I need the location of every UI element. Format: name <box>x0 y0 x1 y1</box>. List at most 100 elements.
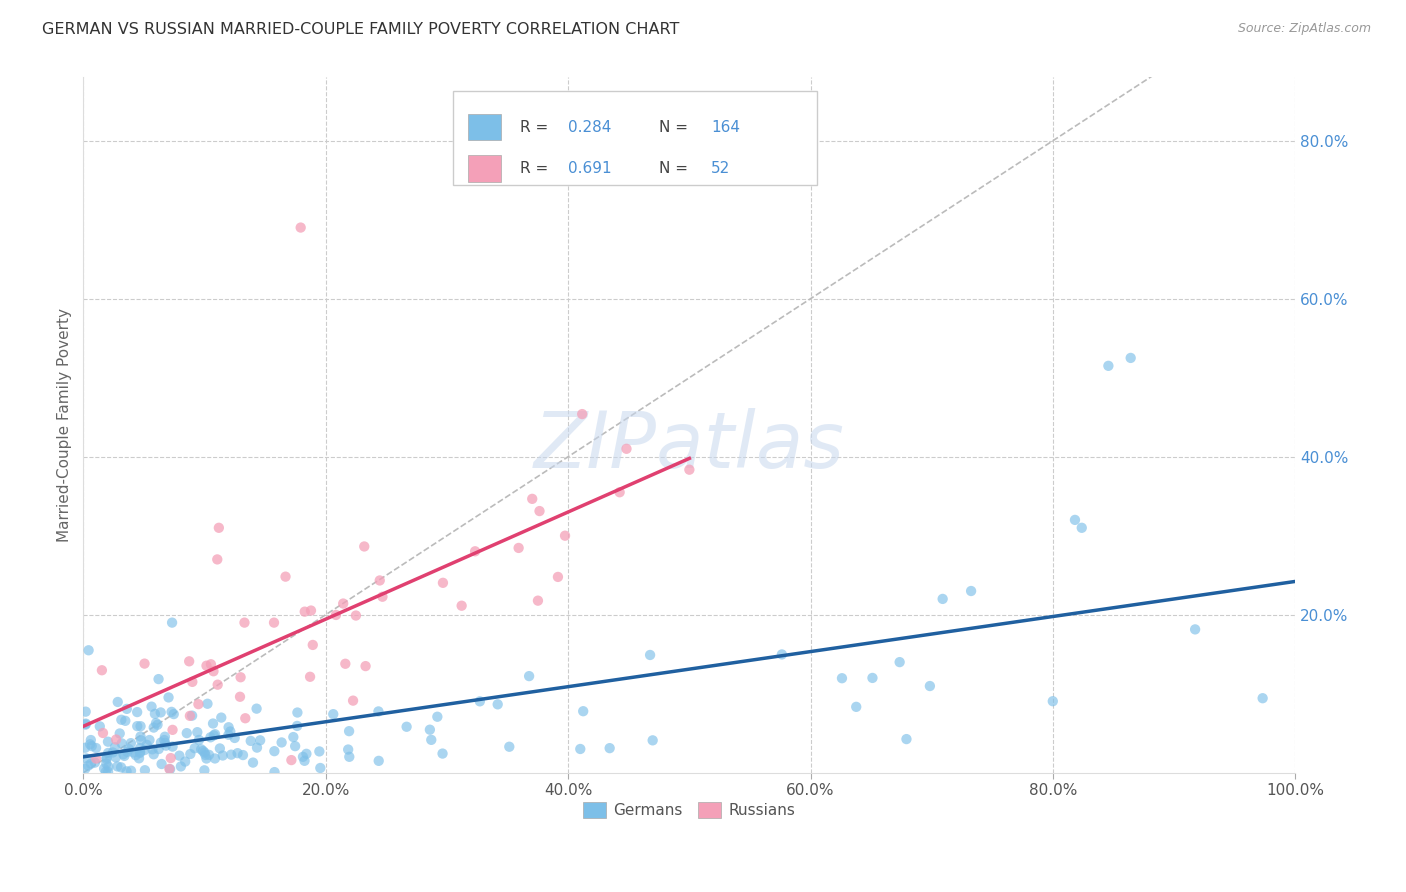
Point <box>179 747 201 761</box>
Point <box>572 704 595 718</box>
Point <box>127 719 149 733</box>
Point <box>486 698 509 712</box>
Point <box>219 724 242 739</box>
Point <box>233 615 256 630</box>
Point <box>889 655 911 669</box>
Point <box>90 663 112 677</box>
Point <box>283 730 305 744</box>
Point <box>202 728 225 742</box>
Point <box>464 544 486 558</box>
Point <box>195 658 218 673</box>
Point <box>194 747 217 762</box>
Point <box>162 739 184 754</box>
Point <box>554 529 576 543</box>
Point <box>337 724 360 739</box>
Point <box>229 670 252 684</box>
Point <box>188 733 211 747</box>
Point <box>353 540 375 554</box>
Point <box>96 750 118 764</box>
Point <box>284 739 307 753</box>
Point <box>242 756 264 770</box>
Point <box>75 740 97 755</box>
Point <box>153 736 176 750</box>
Text: 0.284: 0.284 <box>568 120 612 135</box>
Point <box>84 751 107 765</box>
Text: 52: 52 <box>711 161 731 176</box>
Point <box>468 694 491 708</box>
Point <box>395 720 418 734</box>
Point <box>94 764 117 779</box>
Point <box>1097 359 1119 373</box>
Point <box>115 764 138 779</box>
Point <box>160 705 183 719</box>
Point <box>368 574 391 588</box>
Point <box>134 763 156 777</box>
Point <box>149 706 172 720</box>
Point <box>232 747 254 762</box>
Point <box>170 759 193 773</box>
Point <box>419 723 441 737</box>
Point <box>80 756 103 771</box>
Point <box>181 674 204 689</box>
Point <box>294 754 316 768</box>
Y-axis label: Married-Couple Family Poverty: Married-Couple Family Poverty <box>58 308 72 542</box>
Point <box>142 747 165 762</box>
Point <box>207 552 229 566</box>
Point <box>371 590 394 604</box>
Point <box>75 751 97 765</box>
Point <box>233 711 256 725</box>
Point <box>91 726 114 740</box>
Point <box>354 659 377 673</box>
Point <box>202 665 225 679</box>
Point <box>148 672 170 686</box>
Point <box>110 760 132 774</box>
Point <box>527 593 550 607</box>
Point <box>77 643 100 657</box>
Point <box>193 764 215 778</box>
Point <box>118 742 141 756</box>
Point <box>176 726 198 740</box>
Point <box>129 719 152 733</box>
Point <box>498 739 520 754</box>
Point <box>75 762 97 776</box>
Point <box>75 705 97 719</box>
Point <box>183 741 205 756</box>
Point <box>134 743 156 757</box>
Point <box>143 706 166 721</box>
Point <box>179 709 201 723</box>
Point <box>638 648 661 662</box>
Point <box>295 747 318 761</box>
Point <box>148 742 170 756</box>
Point <box>301 638 323 652</box>
Point <box>432 747 454 761</box>
Point <box>181 708 204 723</box>
Point <box>93 762 115 776</box>
Point <box>845 699 868 714</box>
Point <box>218 728 240 742</box>
Point <box>149 735 172 749</box>
Point <box>197 697 219 711</box>
Point <box>127 705 149 719</box>
Point <box>1064 513 1087 527</box>
Point <box>122 746 145 760</box>
Point <box>96 756 118 771</box>
Point <box>208 521 231 535</box>
Point <box>129 733 152 747</box>
Point <box>522 491 544 506</box>
Point <box>599 741 621 756</box>
Point <box>337 749 360 764</box>
Point <box>335 657 357 671</box>
Point <box>115 745 138 759</box>
Point <box>80 739 103 753</box>
Point <box>89 719 111 733</box>
Point <box>209 710 232 724</box>
Point <box>134 657 156 671</box>
Point <box>229 690 252 704</box>
Point <box>342 693 364 707</box>
Point <box>163 707 186 722</box>
Point <box>157 690 180 705</box>
Point <box>308 744 330 758</box>
Point <box>274 569 297 583</box>
Point <box>187 697 209 711</box>
FancyBboxPatch shape <box>468 155 502 182</box>
